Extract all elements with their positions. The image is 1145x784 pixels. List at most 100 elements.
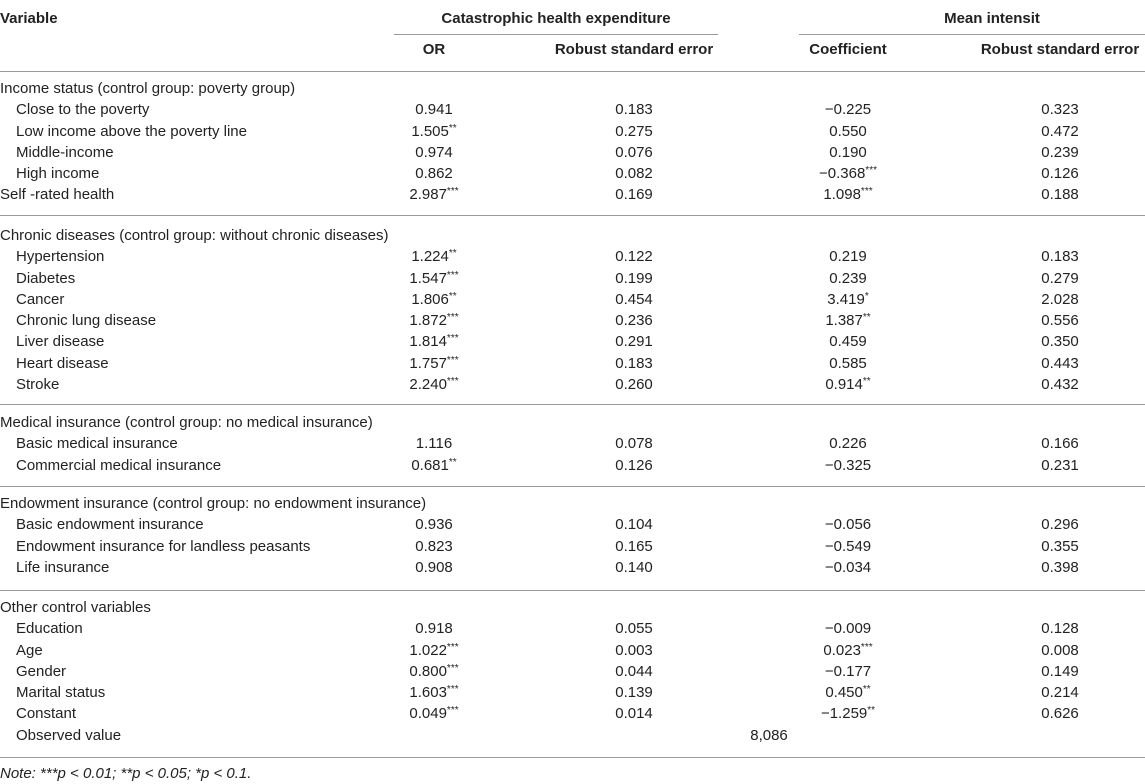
or-cell: 1.547*** xyxy=(409,269,458,289)
header-rule xyxy=(0,71,1145,72)
or-cell-significance: *** xyxy=(446,705,459,717)
coef-cell: 3.419* xyxy=(827,290,868,310)
se2-cell: 0.398 xyxy=(1041,558,1079,578)
se1-cell: 0.183 xyxy=(615,100,653,120)
or-cell: 1.757*** xyxy=(409,354,458,374)
coef-cell: 1.387** xyxy=(825,311,870,331)
or-cell: 1.505** xyxy=(411,122,456,142)
coef-cell: 0.450** xyxy=(825,683,870,703)
se2-cell-value: 0.008 xyxy=(1041,641,1079,659)
se1-cell-value: 0.082 xyxy=(615,165,653,182)
coef-cell: −0.368*** xyxy=(819,164,877,184)
se2-cell: 0.279 xyxy=(1041,269,1079,289)
section-separator xyxy=(0,404,1145,405)
coef-cell-value: −0.368 xyxy=(819,165,866,182)
coef-cell: −1.259** xyxy=(821,704,875,724)
se1-cell-value: 0.169 xyxy=(615,186,653,204)
row-label: Endowment insurance for landless peasant… xyxy=(16,537,311,555)
or-cell-significance: *** xyxy=(446,662,459,674)
se2-cell-value: 0.323 xyxy=(1041,101,1079,119)
se1-cell: 0.126 xyxy=(615,456,653,476)
or-cell: 0.908 xyxy=(415,558,453,578)
or-cell-value: 0.941 xyxy=(415,101,453,119)
or-cell: 1.224** xyxy=(411,247,456,267)
or-cell: 0.049*** xyxy=(409,704,458,724)
se1-cell-value: 0.078 xyxy=(615,435,653,453)
coef-cell-value: 0.190 xyxy=(829,143,867,161)
coef-cell-value: 1.098 xyxy=(823,186,861,204)
or-cell: 0.936 xyxy=(415,515,453,535)
or-cell-value: 0.049 xyxy=(409,705,447,723)
se1-cell: 0.275 xyxy=(615,122,653,142)
se1-cell: 0.078 xyxy=(615,434,653,454)
se1-cell-value: 0.236 xyxy=(615,312,653,329)
se2-cell: 0.443 xyxy=(1041,354,1079,374)
coef-cell: 0.023*** xyxy=(823,641,872,661)
row-label: Cancer xyxy=(16,290,65,308)
or-cell: 0.862 xyxy=(415,164,453,184)
or-cell-value: 1.224 xyxy=(411,248,449,266)
coef-cell: 0.550 xyxy=(829,122,867,142)
row-label: Close to the poverty xyxy=(16,101,150,119)
coef-cell: 0.585 xyxy=(829,354,867,374)
se1-cell: 0.044 xyxy=(615,662,653,682)
se1-cell-value: 0.122 xyxy=(615,248,653,266)
se2-cell: 2.028 xyxy=(1041,290,1079,310)
se2-cell: 0.355 xyxy=(1041,537,1079,557)
coef-cell: −0.009 xyxy=(825,619,871,639)
coef-cell: 0.190 xyxy=(829,143,867,163)
or-cell-value: 1.757 xyxy=(409,354,447,372)
se2-cell-value: 2.028 xyxy=(1041,290,1079,308)
se2-cell-value: 0.556 xyxy=(1041,312,1079,329)
or-cell: 1.116 xyxy=(416,434,452,454)
coef-cell-value: 0.219 xyxy=(829,248,867,266)
se2-cell-value: 0.350 xyxy=(1041,333,1079,351)
or-cell: 1.806** xyxy=(411,290,456,310)
coef-cell-value: 1.387 xyxy=(825,312,863,329)
se1-cell-value: 0.454 xyxy=(615,290,653,308)
se1-cell-value: 0.199 xyxy=(615,269,653,287)
se2-cell-value: 0.214 xyxy=(1041,684,1079,701)
coef-cell: −0.225 xyxy=(825,100,871,120)
or-cell: 0.941 xyxy=(415,100,453,120)
se1-cell-value: 0.183 xyxy=(615,354,653,372)
se1-cell: 0.165 xyxy=(615,537,653,557)
section-title: Chronic diseases (control group: without… xyxy=(0,227,389,244)
row-label: Education xyxy=(16,620,83,638)
se1-cell: 0.139 xyxy=(615,683,653,703)
row-label: Constant xyxy=(16,705,77,723)
or-cell: 1.872*** xyxy=(409,311,458,331)
row-label: Diabetes xyxy=(16,269,76,287)
se2-cell: 0.296 xyxy=(1041,515,1079,535)
header-underline-group1 xyxy=(394,34,718,35)
coef-cell-significance: ** xyxy=(862,684,871,695)
se2-cell: 0.188 xyxy=(1041,185,1079,205)
se2-cell-value: 0.126 xyxy=(1041,165,1079,182)
se1-cell: 0.169 xyxy=(615,185,653,205)
se2-cell-value: 0.279 xyxy=(1041,269,1079,287)
section-title: Endowment insurance (control group: no e… xyxy=(0,495,427,512)
se1-cell: 0.454 xyxy=(615,290,653,310)
se2-cell: 0.323 xyxy=(1041,100,1079,120)
se2-cell: 0.183 xyxy=(1041,247,1079,267)
se1-cell-value: 0.003 xyxy=(615,641,653,659)
coef-cell: −0.056 xyxy=(825,515,871,535)
row-label: Hypertension xyxy=(16,248,105,266)
or-cell-value: 0.681 xyxy=(411,456,449,474)
se2-cell-value: 0.355 xyxy=(1041,537,1079,555)
section-title: Other control variables xyxy=(0,599,151,616)
se2-cell: 0.231 xyxy=(1041,456,1079,476)
se2-cell-value: 0.166 xyxy=(1041,435,1079,453)
coef-cell: −0.034 xyxy=(825,558,871,578)
coef-cell-significance: ** xyxy=(867,705,876,717)
coef-cell: 0.219 xyxy=(829,247,867,267)
se1-cell-value: 0.055 xyxy=(615,620,653,638)
row-label: Liver disease xyxy=(16,333,105,351)
row-label: Commercial medical insurance xyxy=(16,456,222,474)
se2-cell: 0.472 xyxy=(1041,122,1079,142)
or-cell-significance: *** xyxy=(446,641,459,653)
or-cell: 0.681** xyxy=(411,456,456,476)
or-cell-value: 1.505 xyxy=(411,122,449,140)
se2-cell-value: 0.231 xyxy=(1041,456,1079,474)
or-cell-value: 1.116 xyxy=(415,435,453,453)
